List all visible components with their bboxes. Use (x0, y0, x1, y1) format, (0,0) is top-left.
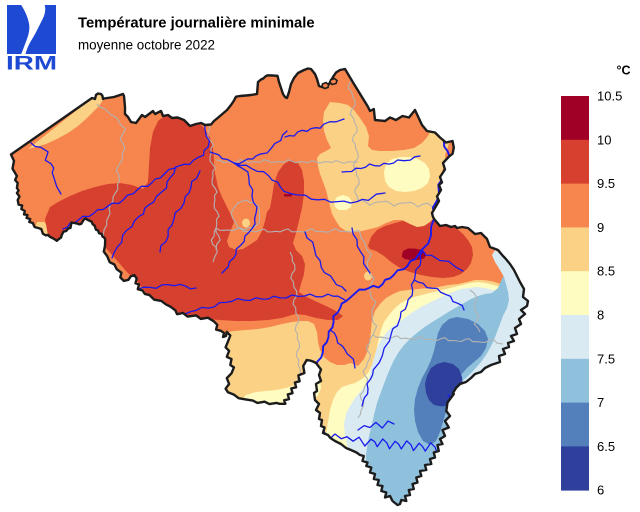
svg-text:moyenne octobre 2022: moyenne octobre 2022 (78, 38, 215, 53)
svg-text:6: 6 (597, 483, 604, 498)
svg-text:10: 10 (597, 132, 611, 147)
svg-text:°C: °C (617, 64, 631, 78)
svg-text:8: 8 (597, 308, 604, 323)
svg-text:9: 9 (597, 220, 604, 235)
svg-text:10.5: 10.5 (597, 89, 622, 104)
svg-text:7: 7 (597, 395, 604, 410)
svg-text:7.5: 7.5 (597, 351, 615, 366)
svg-text:8.5: 8.5 (597, 264, 615, 279)
svg-text:Température journalière minima: Température journalière minimale (78, 16, 315, 32)
svg-text:IRM: IRM (6, 53, 57, 75)
svg-text:6.5: 6.5 (597, 439, 615, 454)
svg-text:9.5: 9.5 (597, 176, 615, 191)
